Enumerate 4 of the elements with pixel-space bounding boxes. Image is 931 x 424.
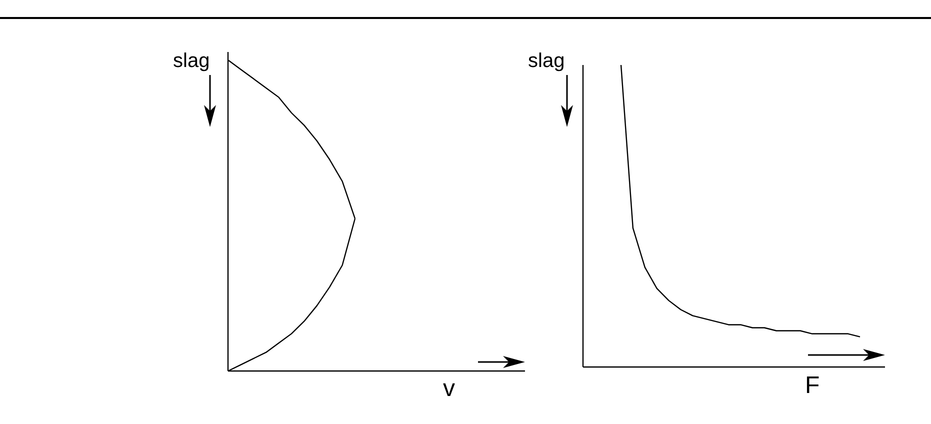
x-axis-title: v [443, 375, 455, 403]
x-axis-title: F [805, 372, 820, 400]
y-axis-title: slag [528, 50, 565, 73]
y-axis-title: slag [173, 50, 210, 73]
